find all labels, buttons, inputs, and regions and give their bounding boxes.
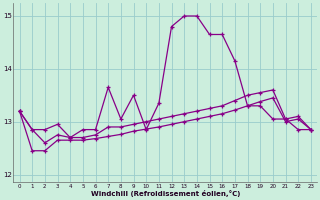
X-axis label: Windchill (Refroidissement éolien,°C): Windchill (Refroidissement éolien,°C)	[91, 190, 240, 197]
